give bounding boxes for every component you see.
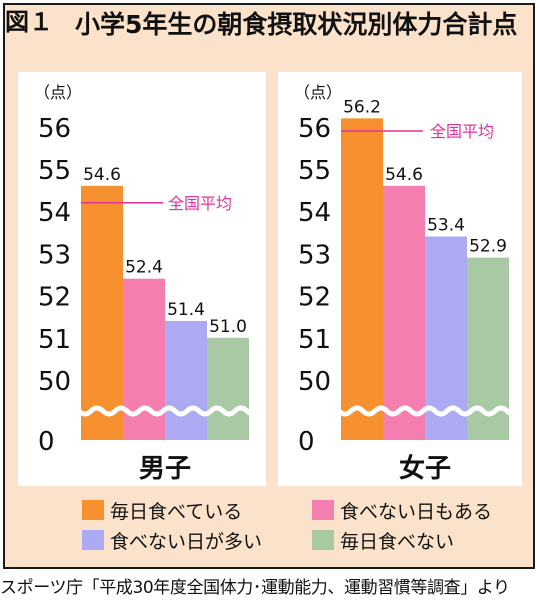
y-tick-label-boys: 51 [38,325,71,355]
bar-value-label-boys-often-skip: 51.4 [167,300,205,320]
bar-value-label-girls-every-day: 56.2 [343,97,381,117]
y-tick-label-girls: 56 [298,114,331,144]
chart-area: （点） 56 55 54 53 52 51 50 0 54.6 52.4 51.451.0 全国平均男子… [18,72,522,486]
y-tick-label-boys: 55 [38,156,71,186]
figure-title: 小学5年生の朝食摂取状況別体力合計点 [75,10,518,39]
axis-break-boys [65,405,261,417]
bar-value-label-boys-every-day: 54.6 [83,165,121,185]
y-tick-label-girls: 55 [298,156,331,186]
y-tick-label-boys: 52 [38,283,71,313]
y-tick-label-girls: 52 [298,283,331,313]
legend-item-every-day: 毎日食べている [82,497,242,523]
y-unit-label-girls: （点） [294,83,342,102]
bar-value-label-boys-sometimes-skip: 52.4 [125,258,163,278]
y-tick-label-girls: 0 [298,427,315,457]
bar-girls-every-day [341,118,383,441]
bar-value-label-girls-never: 52.9 [469,237,507,257]
y-tick-label-girls: 53 [298,240,331,270]
y-tick-label-girls: 51 [298,325,331,355]
reference-line-label-girls: 全国平均 [430,122,494,141]
y-tick-label-boys: 0 [38,427,55,457]
legend-swatch-often-skip [82,530,104,550]
legend-label-often-skip: 食べない日が多い [110,530,263,553]
legend-label-every-day: 毎日食べている [110,500,243,523]
y-tick-label-boys: 50 [38,367,71,397]
bar-value-label-girls-sometimes-skip: 54.6 [385,165,423,185]
bar-value-label-girls-often-skip: 53.4 [427,216,465,236]
axis-break-girls [325,405,521,417]
figure-label: 図１ [5,8,53,36]
legend-swatch-every-day [82,500,104,520]
y-unit-label-boys: （点） [34,83,82,102]
legend-swatch-never [312,530,334,550]
y-tick-label-boys: 56 [38,114,71,144]
legend-item-sometimes-skip: 食べない日もある [312,497,492,523]
reference-line-label-boys: 全国平均 [168,194,232,213]
y-tick-label-boys: 53 [38,240,71,270]
y-tick-label-girls: 54 [298,198,331,228]
bar-girls-sometimes-skip [383,185,425,440]
legend-label-never: 毎日食べない [340,530,455,553]
y-tick-label-boys: 54 [38,198,71,228]
source-note: スポーツ庁「平成30年度全国体力･運動能力、運動習慣等調査」より [0,578,510,598]
legend-item-often-skip: 食べない日が多い [82,527,262,553]
legend-label-sometimes-skip: 食べない日もある [340,500,493,523]
legend-swatch-sometimes-skip [312,500,334,520]
bar-boys-often-skip [165,320,207,440]
bar-boys-every-day [81,185,123,440]
y-tick-label-girls: 50 [298,367,331,397]
legend-item-never: 毎日食べない [312,527,454,553]
group-label-boys: 男子 [139,454,191,484]
bar-boys-never [207,337,249,440]
bar-value-label-boys-never: 51.0 [209,317,247,337]
group-label-girls: 女子 [399,453,451,484]
